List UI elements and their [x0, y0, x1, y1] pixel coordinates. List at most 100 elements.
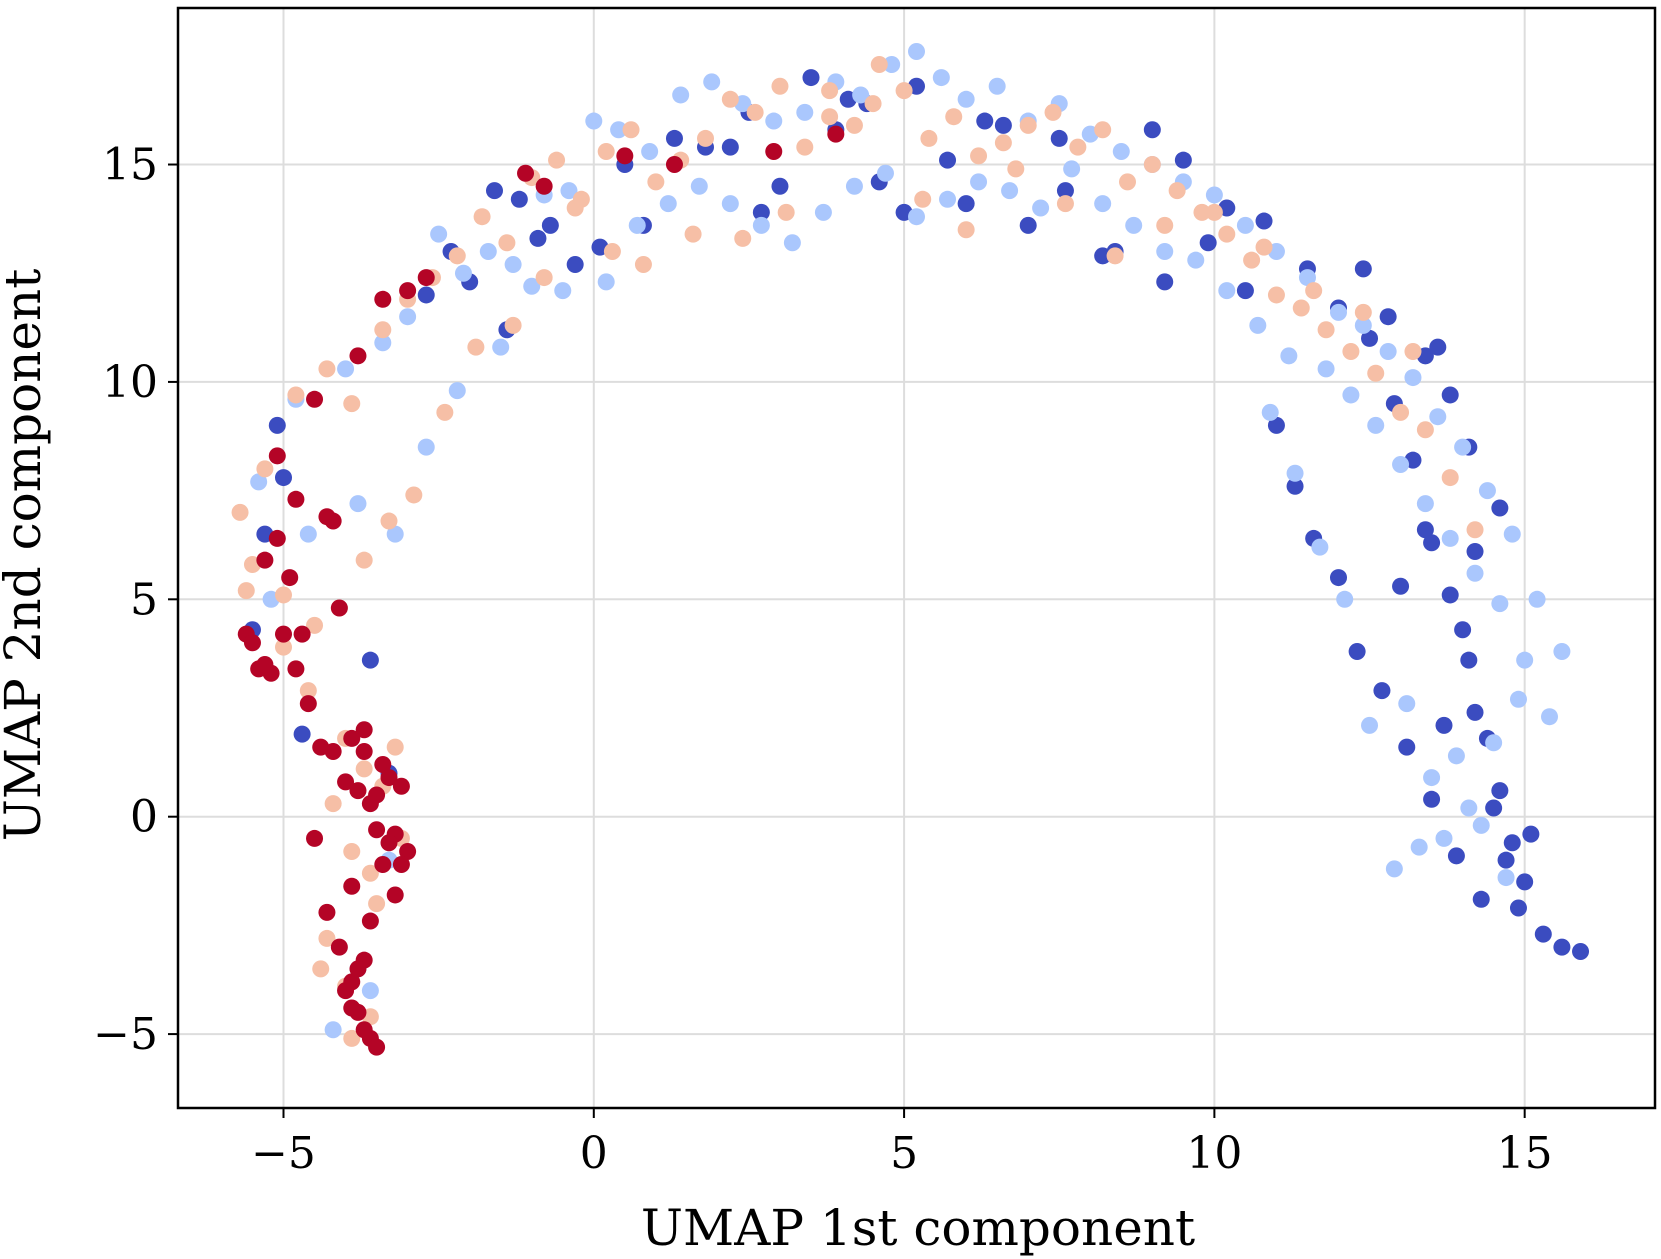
plot-frame [176, 6, 1657, 1110]
scatter-point-light-blue [610, 121, 628, 139]
scatter-point-dark-red [392, 777, 410, 795]
scatter-point-dark-blue [1522, 825, 1540, 843]
scatter-point-light-blue [374, 334, 392, 352]
scatter-point-light-blue [386, 525, 404, 543]
scatter-point-light-blue [1398, 695, 1416, 713]
scatter-point-dark-red [343, 999, 361, 1017]
scatter-point-light-blue [814, 203, 832, 221]
scatter-point-light-salmon [1019, 116, 1037, 134]
scatter-point-light-blue [883, 56, 901, 74]
scatter-point-dark-red [374, 856, 392, 874]
grid-lines [178, 8, 1655, 1108]
scatter-point-light-blue [479, 242, 497, 260]
scatter-point-dark-red [256, 656, 274, 674]
x-tick-label: −5 [251, 1128, 316, 1179]
scatter-point-light-salmon [1143, 156, 1161, 174]
y-tick-label: 10 [102, 357, 158, 408]
scatter-point-dark-blue [957, 195, 975, 213]
scatter-point-dark-blue [1286, 477, 1304, 495]
scatter-point-dark-blue [939, 151, 957, 169]
scatter-point-light-blue [1435, 829, 1453, 847]
scatter-point-light-blue [324, 1021, 342, 1039]
scatter-point-light-salmon [1317, 321, 1335, 339]
scatter-point-dark-blue [1472, 890, 1490, 908]
scatter-point-dark-blue [486, 182, 503, 200]
scatter-point-light-salmon [603, 242, 621, 260]
scatter-point-light-blue [1485, 734, 1503, 752]
scatter-point-light-salmon [343, 842, 361, 860]
x-tick-label: 5 [890, 1128, 918, 1179]
scatter-point-dark-blue [1534, 925, 1552, 943]
scatter-point-light-blue [1063, 160, 1081, 178]
scatter-point-dark-red [355, 1021, 373, 1039]
scatter-point-light-salmon [374, 321, 392, 339]
scatter-point-dark-blue [1429, 338, 1447, 356]
scatter-point-dark-red [256, 551, 274, 569]
scatter-point-dark-red [355, 742, 373, 760]
scatter-point-light-blue [1392, 456, 1410, 474]
scatter-point-light-salmon [1267, 286, 1285, 304]
scatter-point-dark-blue [510, 190, 528, 208]
scatter-point-light-blue [908, 208, 925, 226]
scatter-point-light-blue [1472, 816, 1490, 834]
scatter-point-dark-blue [1497, 851, 1515, 869]
scatter-point-light-blue [1404, 369, 1422, 387]
scatter-point-dark-red [287, 490, 305, 508]
scatter-point-dark-blue [752, 203, 770, 221]
scatter-point-light-blue [250, 473, 268, 491]
scatter-point-light-blue [1509, 690, 1527, 708]
scatter-point-light-blue [1491, 595, 1509, 613]
scatter-point-dark-blue [1516, 873, 1534, 891]
scatter-point-dark-red [361, 912, 379, 930]
scatter-point-light-blue [932, 69, 950, 87]
scatter-point-dark-red [324, 742, 342, 760]
scatter-point-light-blue [1032, 199, 1050, 217]
scatter-point-light-salmon [697, 129, 714, 147]
scatter-point-light-salmon [237, 582, 255, 600]
scatter-point-light-blue [1423, 769, 1441, 787]
scatter-point-dark-blue [1423, 790, 1441, 808]
scatter-point-light-blue [448, 382, 466, 400]
scatter-point-dark-blue [1441, 386, 1459, 404]
scatter-point-light-blue [504, 256, 522, 274]
scatter-point-light-salmon [1044, 103, 1062, 121]
scatter-point-dark-blue [1373, 682, 1391, 700]
scatter-point-dark-blue [417, 286, 435, 304]
scatter-point-dark-red [368, 1038, 386, 1056]
scatter-point-light-blue [703, 73, 721, 91]
scatter-point-light-salmon [1119, 173, 1136, 191]
scatter-point-dark-red [374, 756, 392, 774]
scatter-point-dark-blue [994, 116, 1012, 134]
scatter-point-light-salmon [504, 316, 522, 334]
y-axis-ticks: −5 0 5 10 15 [93, 140, 178, 1060]
scatter-point-light-salmon [597, 142, 615, 160]
scatter-point-light-blue [641, 142, 659, 160]
scatter-point-dark-red [392, 856, 410, 874]
scatter-point-light-salmon [343, 395, 361, 413]
scatter-point-light-salmon [796, 138, 814, 156]
x-tick-label: 15 [1497, 1128, 1553, 1179]
scatter-point-light-blue [659, 195, 677, 213]
y-tick-label: 15 [102, 140, 158, 191]
scatter-point-dark-blue [1441, 586, 1459, 604]
scatter-point-dark-red [293, 625, 311, 643]
scatter-point-dark-red [517, 164, 535, 182]
scatter-point-light-salmon [343, 1029, 361, 1047]
scatter-point-dark-blue [665, 129, 683, 147]
scatter-point-light-salmon [256, 460, 274, 478]
scatter-point-light-salmon [994, 134, 1012, 152]
scatter-point-light-blue [1410, 838, 1428, 856]
scatter-point-dark-red [355, 721, 373, 739]
scatter-point-dark-blue [1491, 499, 1509, 517]
scatter-point-light-blue [970, 173, 988, 191]
scatter-point-light-blue [1385, 860, 1403, 878]
scatter-point-light-salmon [231, 503, 249, 521]
scatter-point-light-salmon [1466, 521, 1484, 539]
scatter-point-light-salmon [1354, 303, 1372, 321]
scatter-point-dark-red [665, 156, 683, 174]
scatter-point-light-blue [988, 77, 1006, 95]
scatter-point-light-blue [1553, 642, 1571, 660]
scatter-point-light-blue [765, 112, 783, 130]
scatter-point-light-blue [1342, 386, 1360, 404]
scatter-point-dark-blue [293, 725, 311, 743]
